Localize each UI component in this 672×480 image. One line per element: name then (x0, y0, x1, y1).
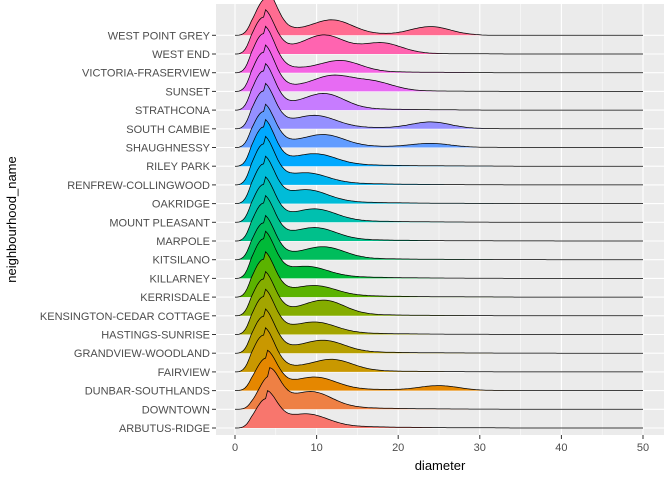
y-tick-label: HASTINGS-SUNRISE (101, 330, 210, 342)
ridge-fill-west-end (235, 9, 643, 54)
ridge-outline-marpole (235, 194, 643, 242)
x-tick-label: 10 (310, 442, 322, 454)
ridge-fill-west-point-grey (235, 0, 643, 36)
x-tick-label: 30 (474, 442, 486, 454)
x-tick-label: 40 (555, 442, 567, 454)
ridge-series (235, 0, 643, 429)
ridge-outline-grandview-woodland (235, 308, 643, 354)
y-tick-label: KITSILANO (153, 255, 211, 267)
ridge-outline-dunbar-southlands (235, 349, 643, 391)
ridge-outline-hastings-sunrise (235, 288, 643, 335)
ridge-outline-kensington-cedar-cottage (235, 270, 643, 317)
y-tick-label: RILEY PARK (146, 161, 210, 173)
ridge-outline-mount-pleasant (235, 176, 643, 223)
y-tick-label: STRATHCONA (135, 105, 211, 117)
ridge-fill-arbutus-ridge (235, 390, 643, 428)
y-tick-label: OAKRIDGE (152, 199, 210, 211)
y-tick-label: MARPOLE (156, 236, 210, 248)
ridge-outline-downtown (235, 367, 643, 410)
y-tick-label: WEST POINT GREY (108, 30, 211, 42)
x-tick-label: 20 (392, 442, 404, 454)
ridge-fill-fairview (235, 327, 643, 372)
x-tick-label: 0 (232, 442, 238, 454)
ridge-outline-victoria-fraserview (235, 25, 643, 74)
y-tick-label: KENSINGTON-CEDAR COTTAGE (40, 311, 210, 323)
y-axis-tick-labels: ARBUTUS-RIDGE DOWNTOWN DUNBAR-SOUTHLANDS FA… (40, 30, 216, 435)
ridge-outline-west-point-grey (235, 0, 643, 36)
y-tick-label: KERRISDALE (140, 292, 210, 304)
ridge-outline-oakridge (235, 155, 643, 204)
ridge-outline-shaughnessy (235, 103, 643, 148)
ridge-outline-strathcona (235, 62, 643, 111)
y-tick-label: SHAUGHNESSY (126, 143, 211, 155)
ridge-outline-kerrisdale (235, 251, 643, 298)
ridge-fill-victoria-fraserview (235, 26, 643, 73)
x-axis-tick-labels: 0 10 20 30 40 50 (232, 435, 649, 454)
y-tick-label: VICTORIA-FRASERVIEW (82, 68, 211, 80)
y-tick-label: GRANDVIEW-WOODLAND (74, 348, 210, 360)
ridge-outline-kitsilano (235, 214, 643, 261)
y-tick-label: WEST END (152, 49, 210, 61)
y-tick-label: FAIRVIEW (158, 367, 211, 379)
ridge-outline-killarney (235, 230, 643, 279)
ridge-outline-sunset (235, 44, 643, 92)
x-axis-title: diameter (415, 458, 466, 473)
y-tick-label: KILLARNEY (149, 273, 210, 285)
x-tick-label: 50 (637, 442, 649, 454)
ridge-fill-strathcona (235, 63, 643, 111)
y-tick-label: DUNBAR-SOUTHLANDS (85, 386, 210, 398)
ridge-outline-south-cambie (235, 82, 643, 130)
ridge-outline-fairview (235, 327, 643, 373)
y-tick-label: ARBUTUS-RIDGE (119, 423, 210, 435)
y-tick-label: SUNSET (165, 86, 210, 98)
y-axis-title: neighbourhood_name (4, 156, 19, 283)
ridge-fill-kensington-cedar-cottage (235, 271, 643, 316)
y-tick-label: RENFREW-COLLINGWOOD (67, 180, 210, 192)
y-tick-label: DOWNTOWN (142, 404, 210, 416)
y-tick-label: MOUNT PLEASANT (109, 217, 210, 229)
y-tick-label: SOUTH CAMBIE (126, 124, 210, 136)
ridge-fill-sunset (235, 45, 643, 92)
ridge-outline-riley-park (235, 118, 643, 167)
ridge-outline-renfrew-collingwood (235, 135, 643, 186)
ridge-outline-arbutus-ridge (235, 390, 643, 429)
ridge-outline-west-end (235, 8, 643, 55)
